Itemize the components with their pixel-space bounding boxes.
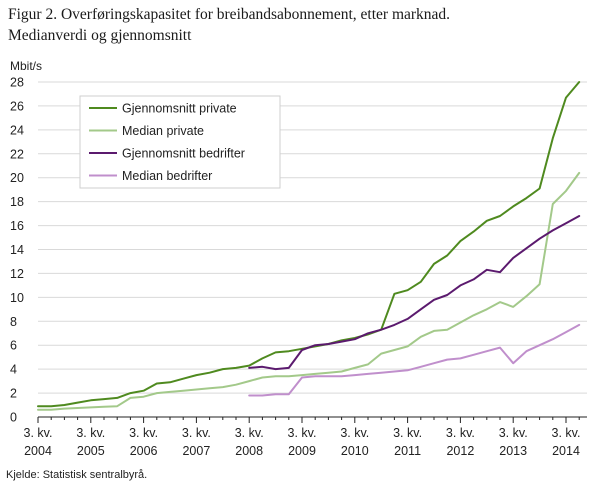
x-tick-label-year: 2012 (446, 444, 474, 458)
x-tick-label-year: 2014 (552, 444, 580, 458)
legend-label: Median private (122, 124, 204, 138)
y-tick-label: 6 (10, 339, 17, 353)
chart-title: Figur 2. Overføringskapasitet for breiba… (8, 4, 603, 46)
x-tick-label-year: 2007 (182, 444, 210, 458)
legend-label: Gjennomsnitt bedrifter (122, 147, 245, 161)
y-tick-label: 16 (10, 219, 24, 233)
legend-label: Gjennomsnitt private (122, 102, 237, 116)
x-tick-label: 3. kv. (288, 426, 317, 440)
y-tick-label: 10 (10, 291, 24, 305)
x-tick-label-year: 2008 (235, 444, 263, 458)
source-note: Kjelde: Statistisk sentralbyrå. (6, 469, 148, 481)
x-tick-label-year: 2010 (341, 444, 369, 458)
chart-title-line2: Medianverdi og gjennomsnitt (8, 27, 192, 44)
x-tick-label: 3. kv. (76, 426, 105, 440)
x-tick-label: 3. kv. (24, 426, 53, 440)
x-tick-label: 3. kv. (393, 426, 422, 440)
x-tick-label: 3. kv. (499, 426, 528, 440)
y-tick-label: 22 (10, 147, 24, 161)
y-tick-label: 28 (10, 76, 24, 90)
x-tick-label: 3. kv. (182, 426, 211, 440)
x-tick-label-year: 2009 (288, 444, 316, 458)
y-tick-label: 8 (10, 315, 17, 329)
x-tick-label: 3. kv. (552, 426, 581, 440)
series-line-2 (37, 171, 581, 411)
x-tick-label-year: 2013 (499, 444, 527, 458)
y-tick-label: 20 (10, 171, 24, 185)
series-lines (37, 81, 581, 411)
y-tick-label: 4 (10, 363, 17, 377)
y-tick-label: 26 (10, 99, 24, 113)
x-tick-label: 3. kv. (129, 426, 158, 440)
x-tick-label: 3. kv. (235, 426, 264, 440)
x-tick-label-year: 2004 (24, 444, 52, 458)
x-tick-label: 3. kv. (446, 426, 475, 440)
y-tick-label: 12 (10, 267, 24, 281)
legend: Gjennomsnitt private Median private Gjenno… (79, 95, 281, 189)
x-tick-label-year: 2005 (77, 444, 105, 458)
chart-title-line1: Figur 2. Overføringskapasitet for breiba… (8, 6, 451, 23)
y-tick-label: 0 (10, 411, 17, 425)
legend-label: Median bedrifter (122, 169, 212, 183)
x-axis: 3. kv. 2004 3. kv. 2005 3. kv. 2006 3. kv. 2007… (24, 416, 587, 458)
y-axis-label: Mbit/s (10, 59, 42, 73)
x-tick-label-year: 2006 (130, 444, 158, 458)
series-line-3 (248, 215, 581, 371)
y-tick-label: 2 (10, 387, 17, 401)
legend-box (79, 95, 281, 189)
x-tick-label: 3. kv. (340, 426, 369, 440)
y-tick-label: 18 (10, 195, 24, 209)
y-tick-label: 14 (10, 243, 24, 257)
series-line-4 (248, 323, 581, 397)
y-tick-label: 24 (10, 123, 24, 137)
x-tick-label-year: 2011 (394, 444, 421, 458)
